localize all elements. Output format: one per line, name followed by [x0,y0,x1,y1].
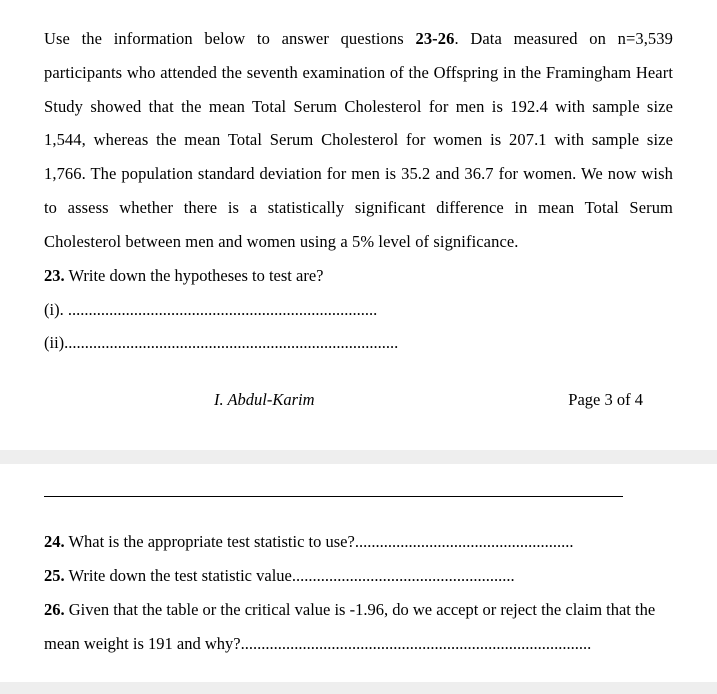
q25-text: Write down the test statistic value.....… [65,566,515,585]
page-footer: I. Abdul-Karim Page 3 of 4 [44,390,673,410]
question-25: 25. Write down the test statistic value.… [44,559,673,593]
q25-number: 25. [44,566,65,585]
q26-text: Given that the table or the critical val… [44,600,655,653]
intro-text-a: Use the information below to answer ques… [44,29,415,48]
horizontal-rule [44,496,623,497]
question-24: 24. What is the appropriate test statist… [44,525,673,559]
footer-author: I. Abdul-Karim [214,390,315,410]
question-23: 23. Write down the hypotheses to test ar… [44,259,673,293]
intro-bold: 23-26 [415,29,454,48]
q24-text: What is the appropriate test statistic t… [65,532,574,551]
q24-number: 24. [44,532,65,551]
q23-blank-i: (i). ...................................… [44,293,673,327]
q26-number: 26. [44,600,65,619]
q23-text: Write down the hypotheses to test are? [65,266,324,285]
page-2: 24. What is the appropriate test statist… [0,464,717,682]
intro-text-b: . Data measured on n=3,539 participants … [44,29,673,251]
footer-page-number: Page 3 of 4 [568,390,643,410]
page-1: Use the information below to answer ques… [0,0,717,450]
page-gap [0,450,717,464]
q23-blank-ii: (ii)....................................… [44,326,673,360]
question-26: 26. Given that the table or the critical… [44,593,673,661]
intro-paragraph: Use the information below to answer ques… [44,22,673,259]
q23-number: 23. [44,266,65,285]
